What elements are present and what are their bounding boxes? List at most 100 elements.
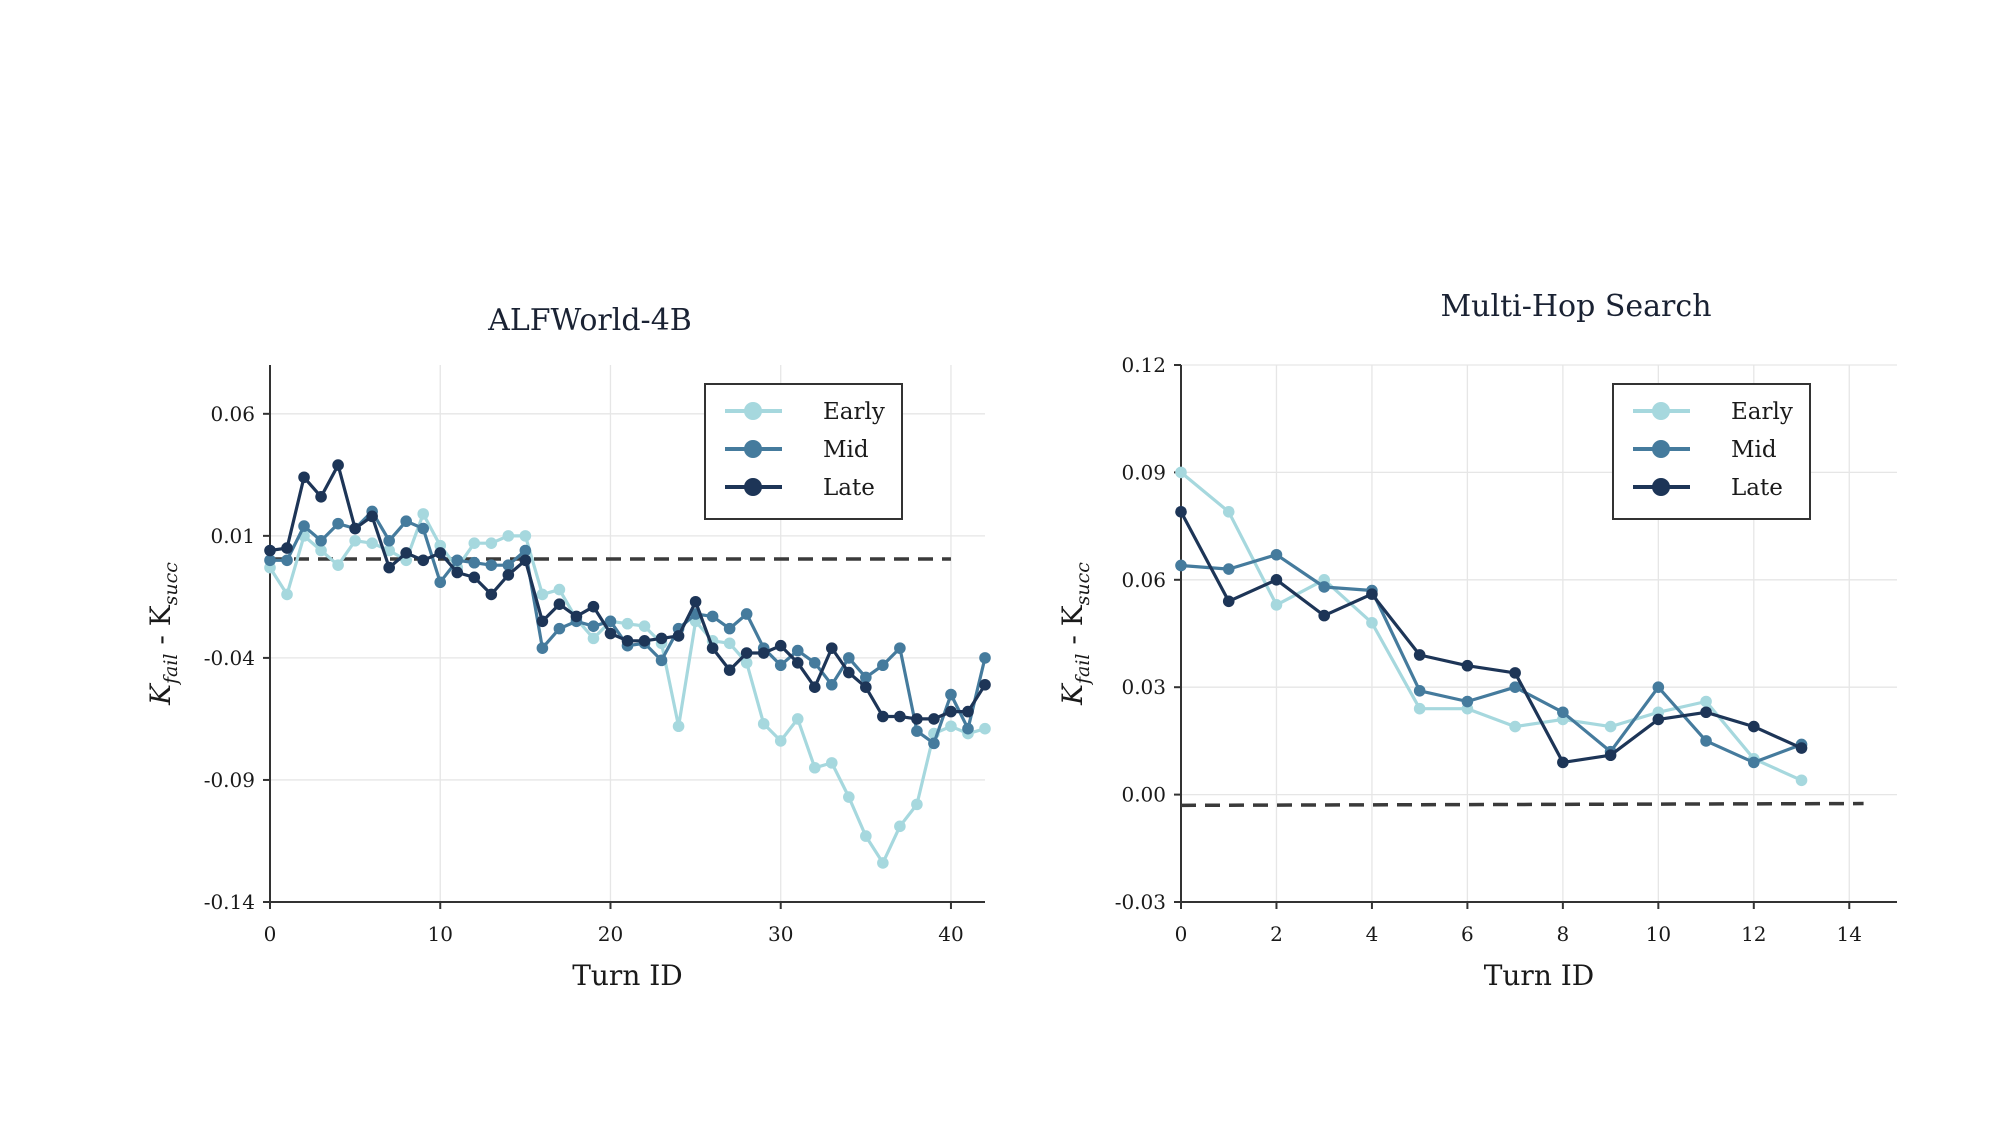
data-point	[808, 681, 821, 693]
data-point	[774, 659, 787, 672]
data-point	[1175, 559, 1187, 572]
legend: Early Mid Late	[1612, 383, 1811, 520]
data-point	[1557, 756, 1569, 769]
data-point	[911, 713, 923, 725]
data-point	[468, 537, 481, 549]
data-point	[1604, 749, 1617, 762]
data-point	[417, 554, 430, 567]
data-point	[315, 534, 327, 547]
x-tick-label: 10	[1646, 922, 1671, 946]
data-point	[281, 588, 293, 601]
data-point	[315, 491, 327, 503]
data-point	[621, 635, 634, 647]
data-point	[1366, 616, 1378, 629]
data-point	[1222, 595, 1235, 608]
legend-label: Early	[823, 399, 885, 425]
data-point	[962, 705, 974, 718]
data-point	[860, 681, 872, 693]
data-point	[877, 710, 889, 723]
data-point	[706, 610, 719, 623]
data-point	[281, 542, 293, 554]
data-point	[723, 637, 736, 650]
data-point	[349, 522, 361, 535]
data-point	[877, 857, 889, 869]
legend-swatch-marker	[744, 402, 762, 420]
data-point	[1270, 574, 1283, 586]
y-axis-label: Kfail - Ksucc	[144, 562, 182, 706]
legend-swatch-marker	[744, 478, 762, 496]
data-point	[587, 600, 600, 613]
data-point	[1509, 681, 1521, 693]
y-axis-label-sub1: fail	[160, 654, 182, 687]
x-tick-label: 30	[768, 922, 793, 946]
x-tick-label: 4	[1366, 922, 1379, 946]
y-axis-label: Kfail - Ksucc	[1056, 562, 1094, 706]
y-tick-label: 0.12	[1121, 353, 1166, 377]
data-point	[894, 642, 906, 654]
data-point	[383, 534, 395, 547]
data-point	[928, 737, 940, 750]
data-point	[689, 595, 702, 608]
data-point	[1413, 684, 1426, 697]
data-point	[281, 554, 293, 567]
data-point	[638, 635, 651, 647]
data-point	[451, 554, 464, 567]
data-point	[825, 678, 838, 691]
y-tick-label: 0.09	[1121, 460, 1166, 484]
data-point	[1700, 706, 1712, 719]
data-point	[587, 620, 600, 632]
data-point	[383, 544, 395, 557]
data-point	[332, 459, 344, 471]
data-point	[536, 615, 549, 628]
data-point	[979, 678, 991, 691]
data-point	[1222, 505, 1235, 518]
x-tick-label: 14	[1837, 922, 1862, 946]
data-point	[519, 544, 532, 557]
data-point	[485, 588, 498, 601]
data-point	[1795, 774, 1808, 787]
data-point	[468, 571, 481, 584]
data-point	[383, 561, 395, 574]
chart-title: Multi-Hop Search	[1440, 289, 1711, 324]
data-point	[1366, 588, 1378, 600]
x-tick-label: 20	[598, 922, 623, 946]
data-point	[621, 617, 634, 630]
legend: Early Mid Late	[704, 383, 903, 520]
data-point	[502, 559, 515, 571]
x-axis-label: Turn ID	[572, 959, 683, 992]
data-point	[808, 761, 821, 774]
y-axis-label-mid: - K	[144, 604, 177, 653]
series-early	[264, 508, 991, 869]
data-point	[536, 642, 549, 654]
data-point	[774, 735, 787, 747]
data-point	[298, 520, 310, 532]
legend-label: Mid	[823, 437, 869, 463]
chart-title: ALFWorld-4B	[487, 303, 692, 338]
series-mid	[1175, 548, 1808, 769]
data-point	[570, 610, 583, 623]
y-tick-label: 0.01	[210, 524, 255, 548]
legend-swatch-marker	[1652, 478, 1670, 496]
data-point	[723, 664, 736, 676]
data-point	[349, 534, 361, 547]
data-point	[1652, 713, 1665, 726]
x-tick-label: 8	[1556, 922, 1569, 946]
data-point	[894, 710, 906, 723]
data-point	[587, 632, 600, 645]
reference-dashed-line	[1180, 801, 1864, 808]
data-point	[366, 510, 378, 523]
data-point	[825, 642, 838, 654]
series-line-late	[1179, 511, 1803, 765]
y-axis-label-mid: - K	[1056, 604, 1089, 653]
data-point	[945, 705, 957, 718]
x-tick-label: 6	[1461, 922, 1474, 946]
data-point	[945, 688, 957, 701]
legend-label: Early	[1731, 399, 1793, 425]
chart-panel-alfworld: 0 10 20 30 40 -0.14 -0.09 -0.04 0.01 0.06 ALFWorld…	[144, 303, 991, 992]
data-point	[672, 720, 685, 733]
data-point	[485, 537, 498, 549]
y-tick-label: 0.06	[210, 402, 255, 426]
data-point	[519, 554, 532, 567]
data-point	[604, 627, 617, 640]
